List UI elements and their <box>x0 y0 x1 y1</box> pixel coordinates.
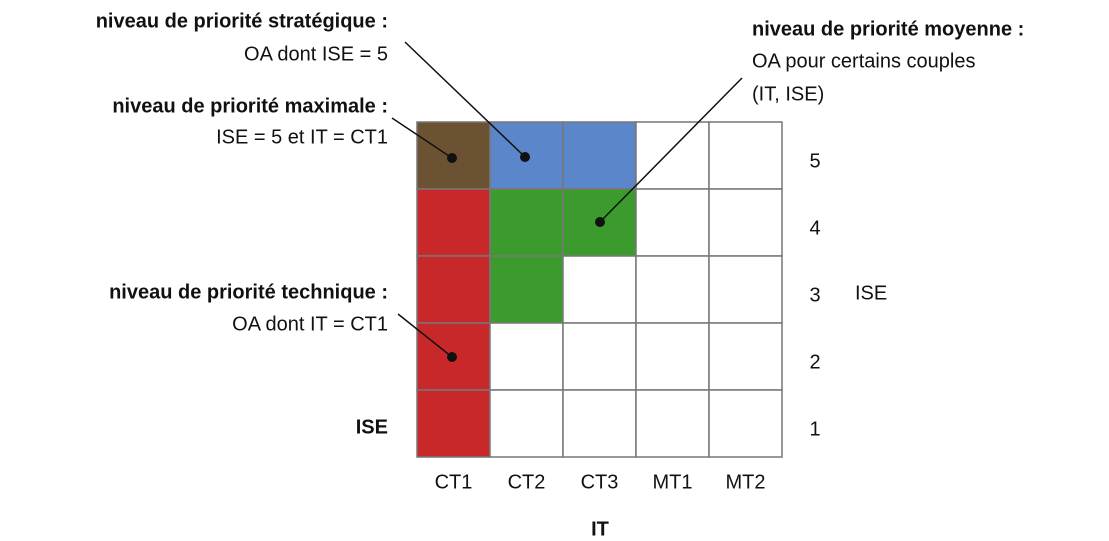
annotation-text: OA dont ISE = 5 <box>244 43 388 65</box>
grid-cell <box>416 255 491 324</box>
leader-line <box>404 41 526 158</box>
grid-cell <box>489 322 564 391</box>
grid-cell <box>562 255 637 324</box>
column-label: MT1 <box>653 471 693 493</box>
grid-cell <box>708 322 783 391</box>
grid-cell <box>635 188 710 257</box>
grid-cell <box>635 322 710 391</box>
row-label: 2 <box>809 351 820 373</box>
grid-cell <box>635 121 710 190</box>
grid-cell <box>489 188 564 257</box>
grid-cell <box>708 188 783 257</box>
grid-cell <box>489 255 564 324</box>
priority-grid <box>416 121 783 458</box>
grid-cell <box>708 121 783 190</box>
annotation-title: niveau de priorité maximale : <box>112 95 388 117</box>
grid-cell <box>416 188 491 257</box>
grid-cell <box>562 389 637 458</box>
grid-cell <box>489 389 564 458</box>
leader-line <box>391 117 453 159</box>
leader-line <box>397 313 453 358</box>
leader-dot <box>595 217 605 227</box>
leader-line <box>599 77 743 223</box>
annotation-title: niveau de priorité moyenne : <box>752 18 1024 40</box>
row-label: 5 <box>809 150 820 172</box>
leader-dot <box>520 152 530 162</box>
row-label: 3 <box>809 284 820 306</box>
annotation-title: niveau de priorité technique : <box>109 281 388 303</box>
annotation-title: niveau de priorité stratégique : <box>96 10 388 32</box>
y-axis-label: ISE <box>855 282 887 304</box>
annotation-text: OA dont IT = CT1 <box>232 313 388 335</box>
left-axis-label: ISE <box>356 416 388 438</box>
column-label: CT3 <box>581 471 619 493</box>
annotation-text: ISE = 5 et IT = CT1 <box>216 126 388 148</box>
row-label: 4 <box>809 217 820 239</box>
grid-cell <box>635 389 710 458</box>
column-label: MT2 <box>726 471 766 493</box>
grid-cell <box>708 255 783 324</box>
leader-dot <box>447 153 457 163</box>
grid-cell <box>635 255 710 324</box>
annotation-text: (IT, ISE) <box>752 83 824 105</box>
grid-cell <box>562 121 637 190</box>
annotation-text: OA pour certains couples <box>752 50 975 72</box>
grid-cell <box>708 389 783 458</box>
x-axis-label: IT <box>591 518 609 540</box>
grid-cell <box>562 322 637 391</box>
leader-dot <box>447 352 457 362</box>
row-label: 1 <box>809 418 820 440</box>
column-label: CT2 <box>508 471 546 493</box>
grid-cell <box>416 389 491 458</box>
column-label: CT1 <box>435 471 473 493</box>
